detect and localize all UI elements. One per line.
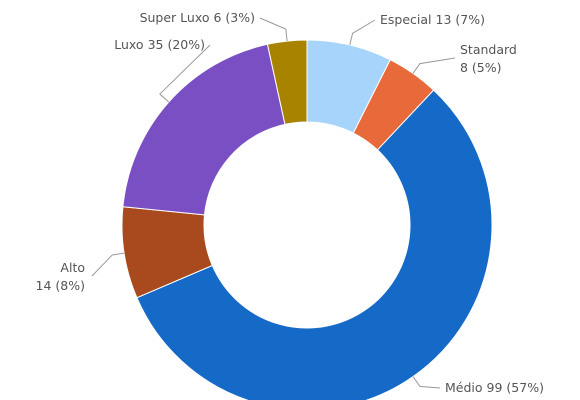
donut-slice — [136, 89, 493, 400]
data-label: Especial 13 (7%) — [380, 12, 485, 27]
data-label: Standard 8 (5%) — [460, 42, 517, 75]
data-label: Alto 14 (8%) — [36, 260, 85, 293]
label-category: Super Luxo — [140, 10, 210, 25]
leader-line — [91, 252, 125, 277]
label-value: 35 (20%) — [148, 37, 205, 52]
data-label: Luxo 35 (20%) — [114, 37, 205, 52]
leader-line — [159, 44, 211, 103]
label-category: Alto — [60, 260, 85, 275]
data-label: Super Luxo 6 (3%) — [140, 10, 255, 25]
data-label: Médio 99 (57%) — [445, 380, 544, 395]
label-value: 13 (7%) — [436, 12, 485, 27]
leader-line — [412, 376, 441, 389]
label-category: Especial — [380, 12, 432, 27]
leader-line — [412, 57, 456, 74]
label-value: 6 (3%) — [213, 10, 255, 25]
donut-slice — [122, 43, 286, 216]
label-category: Luxo — [114, 37, 143, 52]
leader-line — [349, 19, 376, 46]
label-category: Médio — [445, 380, 483, 395]
donut-slice — [266, 39, 308, 125]
label-value: 99 (57%) — [487, 380, 544, 395]
label-value: 14 (8%) — [36, 278, 85, 293]
label-value: 8 (5%) — [460, 60, 502, 75]
label-category: Standard — [460, 42, 517, 57]
leader-line — [259, 17, 288, 42]
